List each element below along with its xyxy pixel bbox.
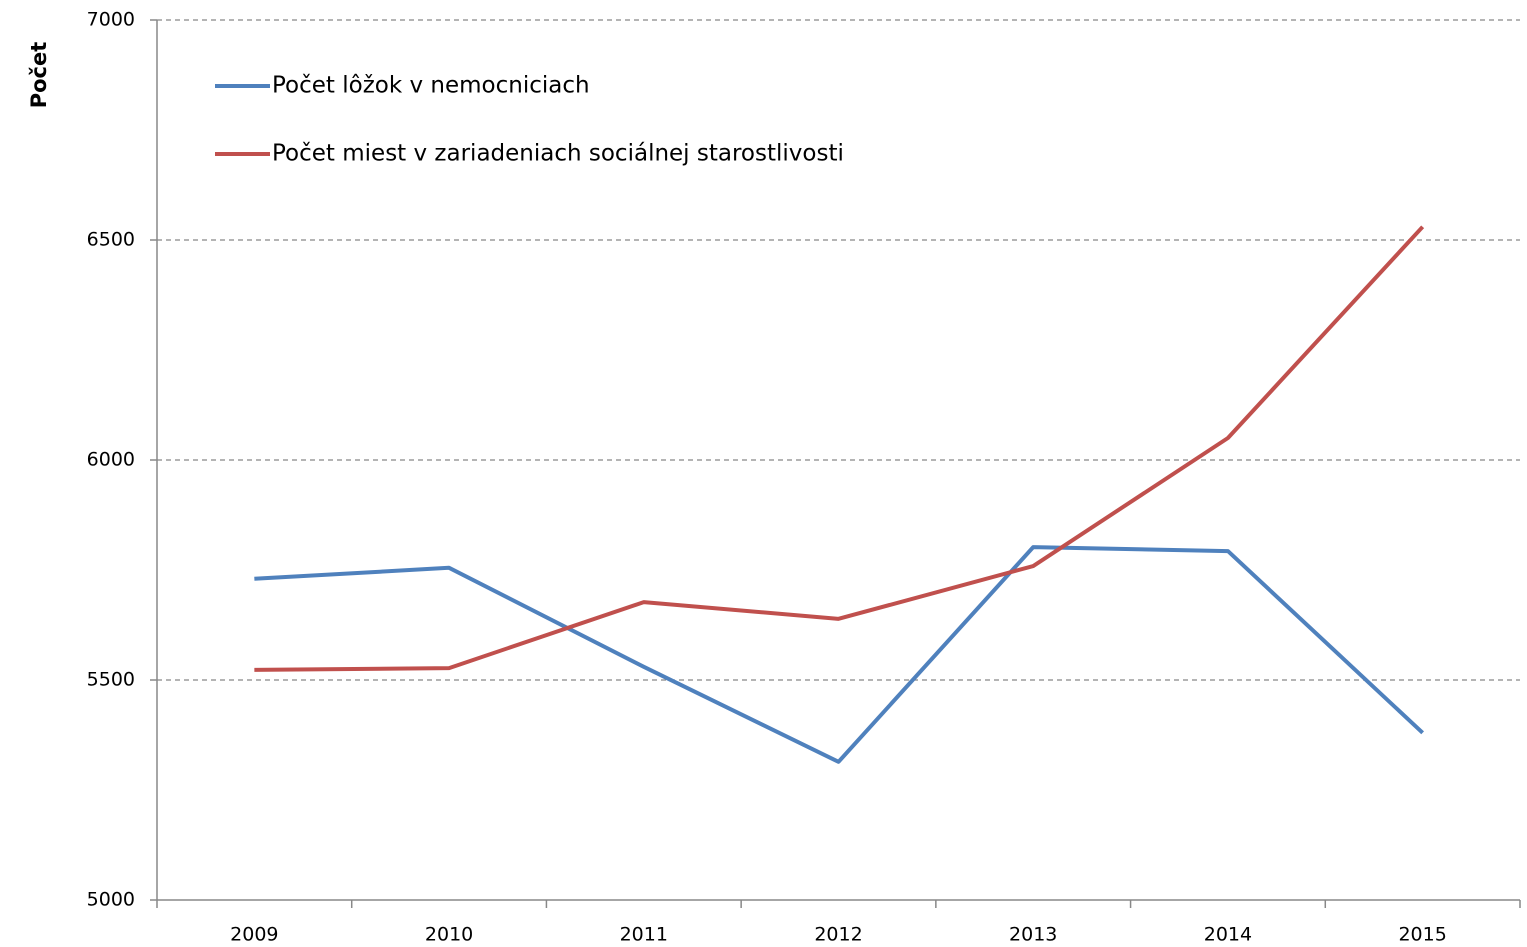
x-tick-label: 2011	[620, 924, 668, 946]
x-tick-label: 2013	[1009, 924, 1057, 946]
x-tick-label: 2010	[425, 924, 473, 946]
legend-label: Počet miest v zariadeniach sociálnej sta…	[272, 141, 844, 167]
x-tick-label: 2012	[814, 924, 862, 946]
y-tick-label: 5000	[87, 889, 135, 911]
x-tick-label: 2009	[230, 924, 278, 946]
y-tick-label: 7000	[87, 9, 135, 31]
x-tick-label: 2014	[1204, 924, 1252, 946]
line-series	[254, 545, 1425, 764]
y-tick-label: 6500	[87, 229, 135, 251]
y-tick-label: 6000	[87, 449, 135, 471]
y-tick-label: 5500	[87, 669, 135, 691]
x-tick-label: 2015	[1398, 924, 1446, 946]
y-axis-label: Počet	[27, 42, 51, 109]
legend-label: Počet lôžok v nemocniciach	[272, 73, 590, 99]
line-series	[254, 225, 1425, 672]
